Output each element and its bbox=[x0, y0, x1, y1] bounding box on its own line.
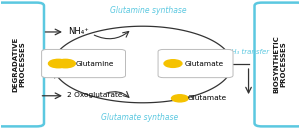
FancyBboxPatch shape bbox=[42, 49, 125, 78]
FancyBboxPatch shape bbox=[254, 3, 300, 126]
Text: Glutamine: Glutamine bbox=[75, 61, 114, 67]
Circle shape bbox=[164, 60, 182, 67]
Text: NH₄⁺: NH₄⁺ bbox=[68, 27, 88, 36]
Circle shape bbox=[49, 59, 68, 68]
Text: Glutamate: Glutamate bbox=[187, 95, 226, 101]
FancyBboxPatch shape bbox=[0, 3, 44, 126]
Text: 2 Oxoglutarate: 2 Oxoglutarate bbox=[67, 92, 122, 98]
FancyBboxPatch shape bbox=[158, 49, 233, 78]
Text: NH₃ transfer: NH₃ transfer bbox=[226, 49, 269, 55]
Text: BIOSYNTHETIC
PROCESSES: BIOSYNTHETIC PROCESSES bbox=[273, 36, 286, 93]
Text: Glutamate: Glutamate bbox=[184, 61, 224, 67]
Text: Glutamate synthase: Glutamate synthase bbox=[101, 113, 178, 122]
Text: Glutamine synthase: Glutamine synthase bbox=[110, 6, 187, 15]
Circle shape bbox=[172, 95, 188, 102]
Text: DEGRADATIVE
PROCESSES: DEGRADATIVE PROCESSES bbox=[13, 37, 26, 92]
Circle shape bbox=[56, 59, 75, 68]
